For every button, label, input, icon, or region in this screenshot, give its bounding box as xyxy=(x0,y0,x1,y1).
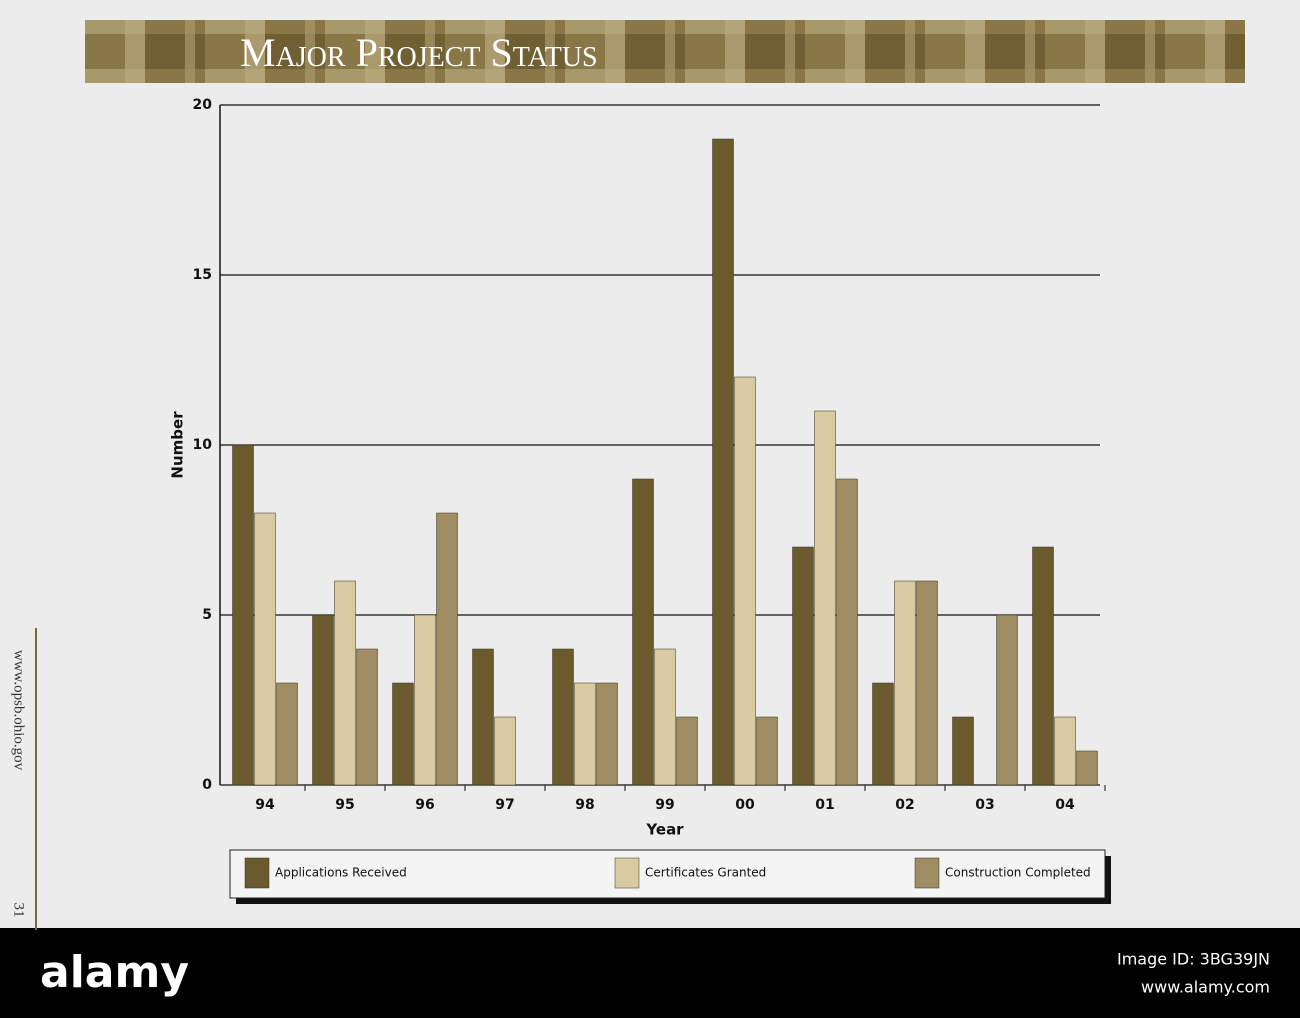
watermark-logo: alamy xyxy=(40,947,189,998)
page-number: 31 xyxy=(11,903,27,918)
bar xyxy=(916,580,938,786)
legend-swatch xyxy=(244,857,270,889)
side-url: www.opsb.ohio.gov xyxy=(11,650,27,771)
bar xyxy=(756,716,778,786)
bar xyxy=(872,682,894,786)
x-tick-label: 98 xyxy=(575,797,594,813)
bar xyxy=(552,648,574,786)
legend-label: Applications Received xyxy=(275,866,407,880)
x-tick-label: 04 xyxy=(1055,797,1075,813)
bar xyxy=(436,512,458,786)
y-tick-label: 20 xyxy=(193,97,213,113)
y-tick-label: 5 xyxy=(202,607,212,623)
bar xyxy=(1032,546,1054,786)
plot: 0 5 10 15 20 94 95 96 97 98 99 00 01 02 03 04 Applicatio… xyxy=(193,97,1106,889)
bar xyxy=(632,478,654,786)
bar xyxy=(494,716,516,786)
watermark-url: www.alamy.com xyxy=(1141,978,1270,997)
bar xyxy=(356,648,378,786)
x-tick-label: 01 xyxy=(815,797,834,813)
bar xyxy=(792,546,814,786)
bar xyxy=(654,648,676,786)
bar xyxy=(712,138,734,786)
bar xyxy=(996,614,1018,786)
bar xyxy=(952,716,974,786)
bar xyxy=(334,580,356,786)
bar xyxy=(596,682,618,786)
title-banner xyxy=(85,20,1245,83)
x-tick-label: 03 xyxy=(975,797,994,813)
bar xyxy=(836,478,858,786)
x-tick-label: 96 xyxy=(415,797,434,813)
bar xyxy=(814,410,836,786)
bar xyxy=(1076,750,1098,786)
bar xyxy=(472,648,494,786)
legend-label: Construction Completed xyxy=(945,866,1091,880)
x-tick-label: 02 xyxy=(895,797,914,813)
bar xyxy=(734,376,756,786)
x-tick-label: 97 xyxy=(495,797,514,813)
legend-label: Certificates Granted xyxy=(645,866,766,880)
y-tick-label: 10 xyxy=(193,437,213,453)
bar xyxy=(676,716,698,786)
bar xyxy=(254,512,276,786)
bar xyxy=(414,614,436,786)
bar xyxy=(312,614,334,786)
bar xyxy=(276,682,298,786)
y-tick-label: 15 xyxy=(193,267,212,283)
x-axis-title: Year xyxy=(645,821,684,839)
watermark-id: Image ID: 3BG39JN xyxy=(1117,950,1270,969)
y-axis-title: Number xyxy=(169,411,187,479)
bar xyxy=(894,580,916,786)
chart-title: Major Project Status xyxy=(240,30,598,75)
bar xyxy=(232,444,254,786)
bar xyxy=(392,682,414,786)
x-tick-label: 00 xyxy=(735,797,755,813)
bar xyxy=(1054,716,1076,786)
bar xyxy=(574,682,596,786)
x-tick-label: 94 xyxy=(255,797,275,813)
x-tick-label: 95 xyxy=(335,797,354,813)
legend-swatch xyxy=(914,857,940,889)
x-tick-label: 99 xyxy=(655,797,674,813)
y-tick-label: 0 xyxy=(202,777,212,793)
legend xyxy=(229,849,1106,899)
legend-swatch xyxy=(614,857,640,889)
